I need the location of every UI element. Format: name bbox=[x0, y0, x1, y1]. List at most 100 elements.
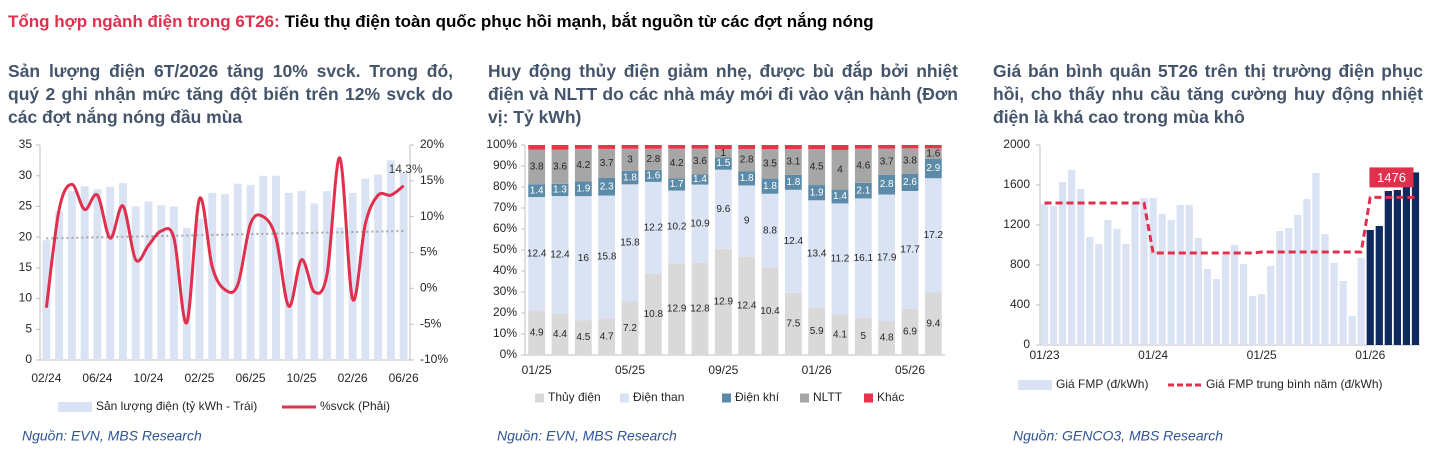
bar bbox=[297, 191, 306, 360]
bar bbox=[1357, 258, 1365, 345]
bar bbox=[208, 192, 217, 360]
data-label: 2.3 bbox=[600, 181, 614, 192]
bar-segment bbox=[668, 190, 686, 264]
x-tick-label: 01/26 bbox=[802, 363, 832, 377]
bar-segment bbox=[738, 185, 756, 257]
data-label: 12.9 bbox=[714, 297, 734, 308]
header-prefix: Tổng hợp ngành điện trong 6T26: bbox=[8, 12, 280, 31]
bar bbox=[1131, 203, 1139, 345]
bar bbox=[1330, 263, 1338, 345]
bar-segment bbox=[878, 194, 896, 322]
bar-segment bbox=[528, 149, 546, 185]
bar bbox=[1203, 269, 1211, 345]
bar-segment bbox=[668, 263, 686, 355]
bar bbox=[272, 175, 280, 360]
bar-segment bbox=[574, 148, 592, 182]
bar-segment bbox=[761, 149, 779, 179]
bar-segment bbox=[761, 178, 779, 194]
data-label: 3.6 bbox=[553, 161, 567, 172]
data-label: 9 bbox=[744, 216, 750, 227]
data-label: 15.8 bbox=[597, 252, 617, 263]
y-tick-label: 40% bbox=[493, 263, 517, 277]
data-label: 2.8 bbox=[740, 155, 754, 166]
data-label: 7.5 bbox=[786, 319, 800, 330]
bar bbox=[1312, 173, 1320, 345]
bar bbox=[1258, 294, 1266, 345]
bar-segment bbox=[738, 171, 756, 186]
data-label: 3.7 bbox=[600, 158, 614, 169]
y-tick-label: -10% bbox=[420, 352, 448, 366]
bar-segment bbox=[738, 148, 756, 172]
bar bbox=[1384, 191, 1392, 345]
bar bbox=[1122, 244, 1130, 345]
data-label: 4.7 bbox=[600, 331, 614, 342]
bar-segment bbox=[924, 148, 942, 159]
bar bbox=[118, 183, 127, 360]
bar-segment bbox=[714, 145, 732, 150]
bar-segment bbox=[598, 148, 616, 178]
bar-segment bbox=[644, 169, 662, 182]
x-tick-label: 01/26 bbox=[1355, 348, 1385, 362]
bar-segment bbox=[644, 181, 662, 274]
bar-segment bbox=[528, 197, 546, 311]
x-tick-label: 06/24 bbox=[82, 371, 112, 385]
bar bbox=[1321, 234, 1329, 345]
data-label: 1.8 bbox=[763, 181, 777, 192]
bar-segment bbox=[878, 145, 896, 149]
x-tick-label: 02/26 bbox=[338, 371, 368, 385]
x-tick-label: 02/25 bbox=[184, 371, 214, 385]
bar-segment bbox=[691, 184, 709, 263]
bar bbox=[1393, 190, 1401, 345]
bar-segment bbox=[621, 170, 639, 185]
legend-swatch bbox=[535, 393, 544, 403]
bar-segment bbox=[714, 157, 732, 170]
data-label: 1.4 bbox=[530, 185, 544, 196]
data-label: 8.8 bbox=[763, 225, 777, 236]
bar-segment bbox=[668, 178, 686, 191]
legend-label: Điện khí bbox=[735, 390, 780, 404]
data-label: 10.9 bbox=[690, 218, 710, 229]
y-tick-label: 1200 bbox=[1003, 217, 1030, 231]
data-label: 4.8 bbox=[880, 333, 894, 344]
bar bbox=[1285, 228, 1293, 345]
bar-segment bbox=[528, 145, 546, 150]
bar-segment bbox=[598, 318, 616, 355]
y-tick-label: 20 bbox=[19, 229, 33, 243]
bar bbox=[1104, 220, 1112, 345]
data-label: 4 bbox=[837, 164, 843, 175]
bar-segment bbox=[691, 174, 709, 185]
data-label: 1 bbox=[721, 148, 727, 159]
data-label: 2.8 bbox=[646, 154, 660, 165]
data-label: 14.3% bbox=[389, 162, 423, 176]
data-label: 17.9 bbox=[877, 252, 897, 263]
data-label: 2.8 bbox=[880, 179, 894, 190]
data-label: 2.9 bbox=[926, 163, 940, 174]
bar-segment bbox=[761, 193, 779, 268]
bar-segment bbox=[668, 148, 686, 179]
bar bbox=[195, 218, 204, 360]
data-label: 4.9 bbox=[530, 327, 544, 338]
data-label: 12.4 bbox=[550, 249, 570, 260]
bar bbox=[67, 191, 76, 360]
bar-segment bbox=[901, 148, 919, 174]
legend-label: Thủy điện bbox=[548, 390, 601, 404]
bar bbox=[284, 192, 293, 360]
y-tick-label: 30 bbox=[19, 168, 33, 182]
x-tick-label: 01/23 bbox=[1030, 348, 1060, 362]
data-label: 7.2 bbox=[623, 323, 637, 334]
data-label: 2.6 bbox=[903, 177, 917, 188]
bar bbox=[55, 211, 64, 360]
bar-segment bbox=[854, 145, 872, 149]
bar-segment bbox=[714, 248, 732, 355]
bar bbox=[1140, 198, 1148, 345]
y-tick-label: 10 bbox=[19, 291, 33, 305]
bar bbox=[157, 205, 166, 360]
data-label: 3.5 bbox=[763, 159, 777, 170]
y-tick-label: 35 bbox=[19, 137, 33, 151]
y-tick-label: 20% bbox=[493, 305, 517, 319]
bar-segment bbox=[808, 200, 826, 308]
data-label: 9.4 bbox=[926, 318, 940, 329]
bar bbox=[1267, 266, 1275, 345]
